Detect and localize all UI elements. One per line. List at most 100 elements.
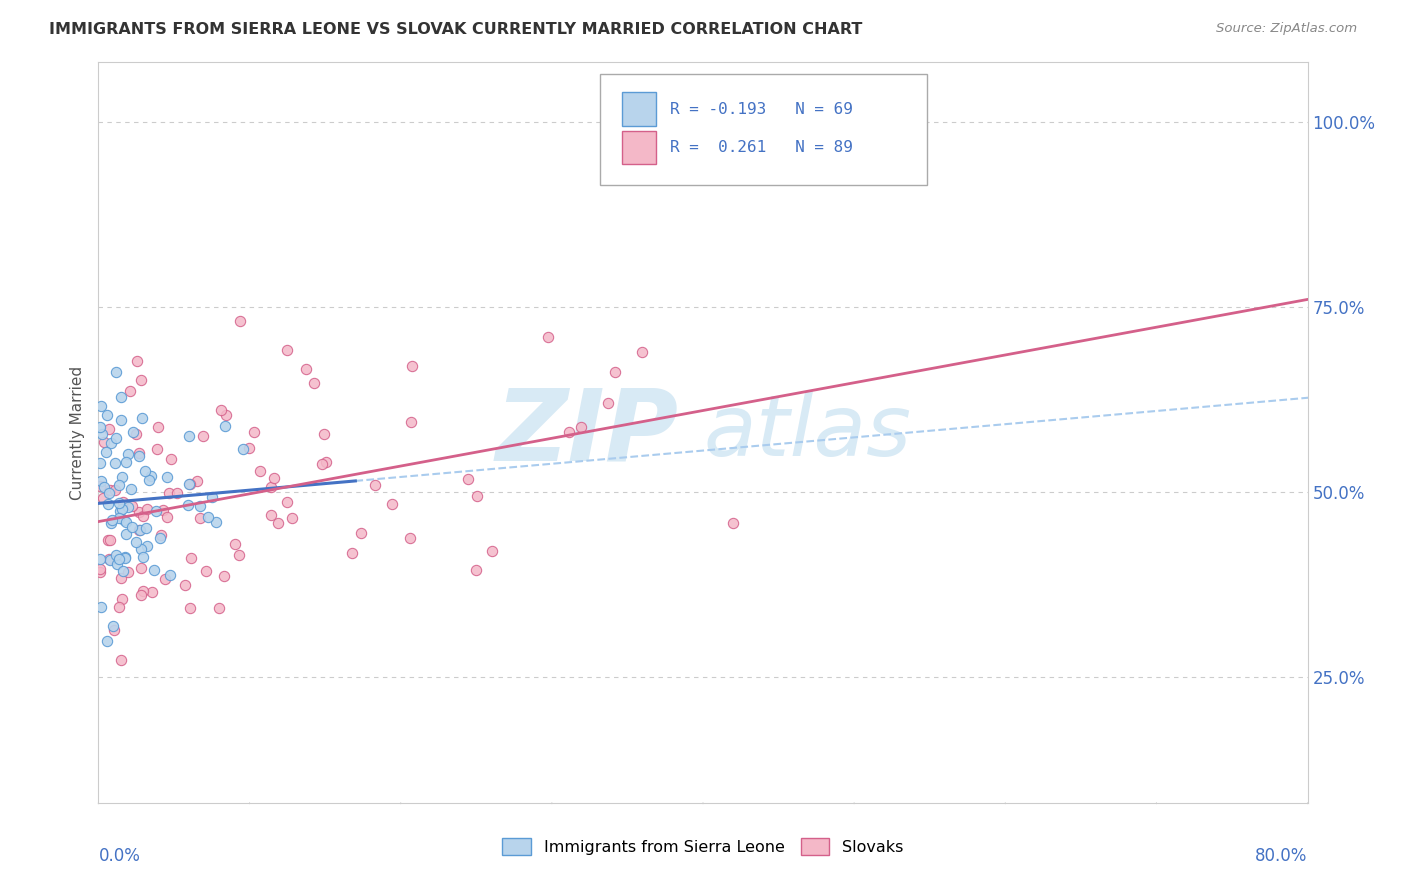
Point	[120, 482, 142, 496]
Point	[209, 402, 232, 417]
Point	[465, 563, 488, 577]
Point	[89, 420, 111, 434]
Point	[159, 568, 181, 582]
FancyBboxPatch shape	[621, 93, 655, 126]
Point	[721, 516, 744, 530]
Point	[110, 571, 132, 585]
Point	[104, 431, 127, 445]
Point	[91, 491, 114, 506]
Point	[117, 565, 139, 579]
Point	[598, 396, 620, 410]
Point	[401, 359, 423, 374]
Point	[90, 399, 112, 413]
Point	[129, 561, 152, 575]
Point	[136, 502, 159, 516]
Point	[103, 623, 125, 637]
Point	[150, 528, 173, 542]
Point	[174, 578, 197, 592]
Point	[128, 449, 150, 463]
Point	[558, 425, 581, 439]
Point	[120, 384, 142, 398]
Point	[107, 495, 129, 509]
Point	[125, 534, 148, 549]
Point	[112, 495, 135, 509]
Point	[238, 441, 260, 455]
Point	[115, 455, 138, 469]
Point	[212, 569, 235, 583]
Point	[100, 516, 122, 530]
Point	[90, 599, 112, 614]
Point	[117, 500, 139, 514]
Point	[111, 564, 134, 578]
Point	[260, 508, 283, 522]
Point	[179, 601, 201, 615]
Point	[96, 409, 118, 423]
Point	[295, 362, 318, 376]
Point	[98, 552, 121, 566]
Point	[93, 480, 115, 494]
Point	[127, 354, 149, 368]
Text: ZIP: ZIP	[496, 384, 679, 481]
Point	[110, 391, 132, 405]
Point	[156, 510, 179, 524]
Point	[108, 511, 131, 525]
Text: Source: ZipAtlas.com: Source: ZipAtlas.com	[1216, 22, 1357, 36]
Point	[188, 499, 211, 513]
Point	[166, 485, 188, 500]
Point	[631, 344, 654, 359]
Point	[190, 510, 212, 524]
Point	[111, 502, 134, 516]
Point	[569, 420, 592, 434]
Point	[139, 468, 162, 483]
Point	[155, 572, 177, 586]
Point	[110, 652, 132, 666]
Point	[110, 504, 132, 518]
Point	[146, 420, 169, 434]
Point	[136, 539, 159, 553]
Point	[121, 520, 143, 534]
Point	[138, 473, 160, 487]
Point	[131, 584, 153, 599]
Point	[96, 634, 118, 648]
Point	[232, 442, 254, 456]
Point	[135, 521, 157, 535]
Point	[104, 456, 127, 470]
Point	[114, 549, 136, 564]
Point	[177, 498, 200, 512]
Point	[89, 565, 111, 579]
Point	[124, 427, 146, 442]
Point	[177, 429, 200, 443]
Point	[111, 591, 134, 606]
Point	[117, 447, 139, 461]
Point	[142, 563, 165, 577]
Text: 80.0%: 80.0%	[1256, 847, 1308, 865]
Point	[122, 425, 145, 440]
Point	[242, 425, 264, 439]
Legend: Immigrants from Sierra Leone, Slovaks: Immigrants from Sierra Leone, Slovaks	[496, 832, 910, 862]
Point	[129, 373, 152, 387]
Point	[605, 366, 627, 380]
Point	[98, 483, 121, 497]
Point	[214, 408, 236, 422]
Point	[340, 546, 363, 560]
Point	[132, 550, 155, 565]
Point	[304, 376, 326, 390]
Point	[276, 343, 298, 358]
Point	[97, 421, 120, 435]
Point	[128, 446, 150, 460]
Point	[115, 515, 138, 529]
Point	[145, 442, 167, 457]
Point	[311, 457, 333, 471]
Point	[381, 498, 404, 512]
Point	[97, 497, 120, 511]
Text: atlas: atlas	[703, 391, 911, 475]
Text: IMMIGRANTS FROM SIERRA LEONE VS SLOVAK CURRENTLY MARRIED CORRELATION CHART: IMMIGRANTS FROM SIERRA LEONE VS SLOVAK C…	[49, 22, 863, 37]
Point	[114, 551, 136, 566]
Point	[228, 548, 250, 562]
Point	[205, 515, 228, 529]
Point	[108, 478, 131, 492]
Point	[401, 415, 423, 429]
FancyBboxPatch shape	[621, 131, 655, 164]
Point	[107, 552, 129, 566]
FancyBboxPatch shape	[600, 73, 927, 185]
